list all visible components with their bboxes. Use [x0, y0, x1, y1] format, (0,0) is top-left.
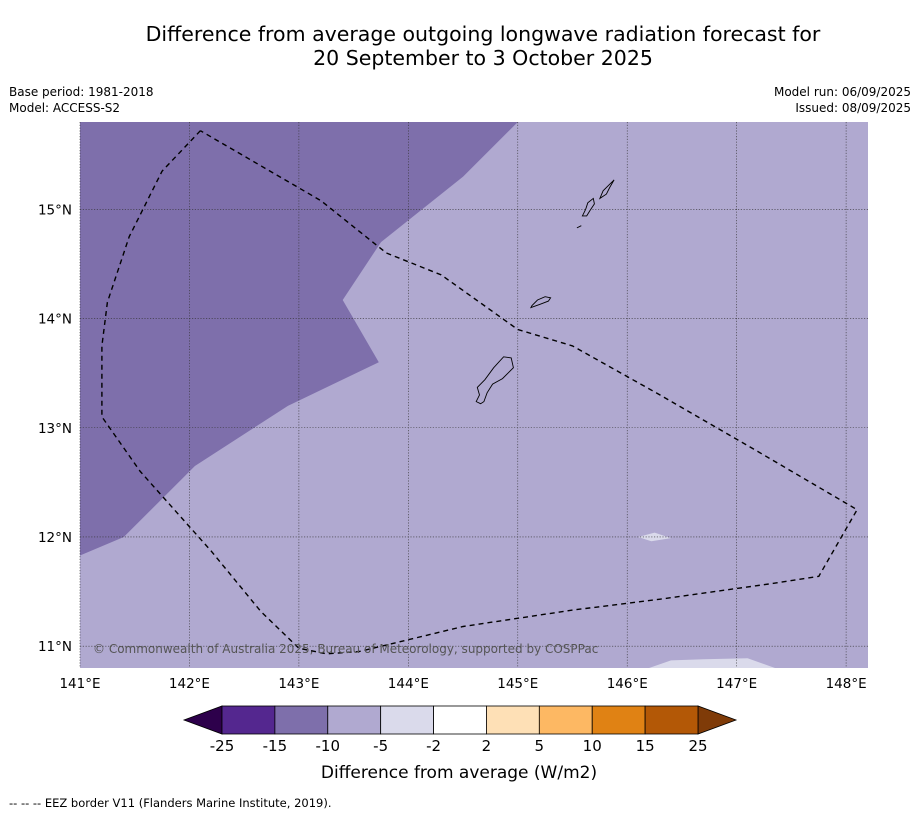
model-name: Model: ACCESS-S2 — [9, 101, 121, 115]
colorbar-tick-label-1: -15 — [263, 737, 288, 755]
x-tick-label-0: 141°E — [59, 676, 100, 692]
base-period: Base period: 1981-2018 — [9, 85, 154, 99]
model-run: Model run: 06/09/2025 — [773, 85, 911, 99]
colorbar-tick-label-6: 5 — [535, 737, 545, 755]
y-tick-label-1: 12°N — [38, 530, 72, 546]
y-tick-label-2: 13°N — [38, 421, 72, 437]
island-outline-3 — [598, 179, 615, 200]
x-tick-label-7: 148°E — [826, 676, 867, 692]
eez-legend: -- -- -- EEZ border V11 (Flanders Marine… — [9, 796, 332, 810]
issued-date: Issued: 08/09/2025 — [795, 101, 911, 115]
colorbar-segment-0 — [221, 705, 276, 735]
eez-border-line — [101, 130, 859, 655]
title-line-1: Difference from average outgoing longwav… — [145, 22, 821, 46]
colorbar-segment-8 — [644, 705, 699, 735]
colorbar-tick-label-4: -2 — [426, 737, 441, 755]
y-tick-label-0: 11°N — [38, 639, 72, 655]
colorbar-label: Difference from average (W/m2) — [321, 763, 597, 783]
x-tick-label-6: 147°E — [716, 676, 757, 692]
colorbar-tick-label-7: 10 — [583, 737, 602, 755]
colorbar-segment-4 — [433, 705, 487, 735]
colorbar-segment-6 — [538, 705, 593, 735]
colorbar-segment-2 — [327, 705, 382, 735]
colorbar-tick-label-9: 25 — [688, 737, 707, 755]
island-outline-4 — [576, 225, 582, 229]
x-tick-label-1: 142°E — [169, 676, 210, 692]
colorbar-under-arrow — [182, 705, 223, 735]
colorbar-tick-label-0: -25 — [210, 737, 235, 755]
x-tick-label-5: 146°E — [607, 676, 648, 692]
x-tick-label-4: 145°E — [497, 676, 538, 692]
y-tick-label-4: 15°N — [38, 202, 72, 218]
colorbar-tick-label-8: 15 — [636, 737, 655, 755]
colorbar-segment-5 — [486, 705, 540, 735]
island-outline-2 — [581, 197, 595, 217]
colorbar-over-arrow — [697, 705, 738, 735]
x-tick-label-2: 143°E — [278, 676, 319, 692]
chart-title: Difference from average outgoing longwav… — [0, 22, 919, 70]
meta-right: Model run: 06/09/2025 Issued: 08/09/2025 — [774, 84, 911, 116]
colorbar-tick-label-2: -10 — [316, 737, 341, 755]
colorbar-tick-label-3: -5 — [373, 737, 388, 755]
colorbar-segment-1 — [274, 705, 329, 735]
island-outline-0 — [475, 356, 514, 405]
colorbar-segment-3 — [380, 705, 434, 735]
island-outline-1 — [529, 296, 552, 309]
anomaly-region-3 — [649, 658, 775, 668]
y-tick-label-3: 14°N — [38, 312, 72, 328]
copyright-text: © Commonwealth of Australia 2025, Bureau… — [93, 642, 598, 656]
x-tick-label-3: 144°E — [388, 676, 429, 692]
colorbar-tick-label-5: 2 — [482, 737, 492, 755]
meta-left: Base period: 1981-2018 Model: ACCESS-S2 — [9, 84, 154, 116]
title-line-2: 20 September to 3 October 2025 — [313, 46, 653, 70]
colorbar-segment-7 — [591, 705, 646, 735]
